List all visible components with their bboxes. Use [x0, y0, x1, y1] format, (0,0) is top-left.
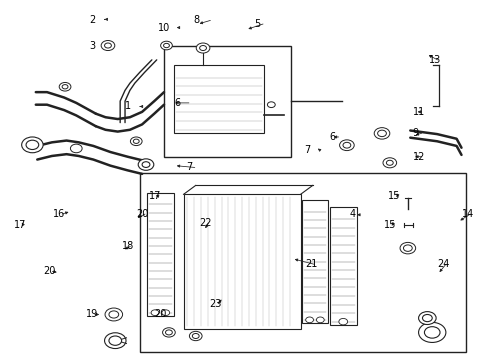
- Text: 17: 17: [149, 191, 162, 201]
- Circle shape: [165, 330, 172, 335]
- Text: 23: 23: [209, 299, 222, 309]
- Text: 7: 7: [185, 162, 192, 172]
- Text: 19: 19: [86, 310, 98, 319]
- Circle shape: [399, 242, 415, 254]
- Bar: [183, 194, 300, 329]
- Text: 4: 4: [348, 209, 355, 219]
- Circle shape: [339, 140, 353, 150]
- Text: 20: 20: [43, 266, 56, 276]
- Circle shape: [104, 43, 111, 48]
- Circle shape: [199, 45, 206, 50]
- Bar: [140, 173, 466, 352]
- Text: 22: 22: [199, 218, 212, 228]
- Bar: [173, 65, 264, 134]
- Text: 15: 15: [383, 220, 395, 230]
- Circle shape: [142, 162, 150, 167]
- Circle shape: [105, 308, 122, 321]
- Circle shape: [133, 139, 139, 143]
- Circle shape: [130, 137, 142, 145]
- Circle shape: [418, 322, 445, 342]
- Text: 18: 18: [122, 241, 134, 251]
- Circle shape: [316, 317, 324, 323]
- Circle shape: [162, 310, 169, 316]
- Circle shape: [267, 102, 275, 108]
- Circle shape: [338, 319, 347, 325]
- Text: 8: 8: [193, 15, 199, 26]
- Circle shape: [305, 317, 313, 323]
- Text: 15: 15: [387, 191, 400, 201]
- Circle shape: [422, 315, 431, 321]
- Circle shape: [21, 137, 43, 153]
- Circle shape: [160, 41, 172, 50]
- Bar: [163, 45, 290, 157]
- Text: 11: 11: [412, 107, 424, 117]
- Text: 6: 6: [329, 132, 335, 142]
- Circle shape: [386, 160, 392, 165]
- Circle shape: [424, 327, 439, 338]
- Circle shape: [151, 310, 159, 316]
- Text: 3: 3: [89, 41, 96, 50]
- Text: 21: 21: [305, 259, 317, 269]
- Circle shape: [189, 331, 202, 341]
- Text: 6: 6: [174, 98, 180, 108]
- Circle shape: [26, 140, 39, 149]
- Text: 20: 20: [154, 310, 166, 319]
- Circle shape: [382, 158, 396, 168]
- Circle shape: [101, 41, 115, 50]
- Circle shape: [373, 128, 389, 139]
- Circle shape: [62, 85, 68, 89]
- Text: 5: 5: [254, 19, 260, 29]
- Bar: [147, 193, 173, 316]
- Text: 16: 16: [53, 209, 65, 219]
- Circle shape: [138, 159, 154, 170]
- Circle shape: [59, 82, 71, 91]
- Text: 12: 12: [412, 152, 424, 162]
- Circle shape: [109, 311, 119, 318]
- Text: 20: 20: [136, 209, 148, 219]
- Text: 2: 2: [89, 15, 96, 26]
- Circle shape: [162, 328, 175, 337]
- Circle shape: [403, 245, 411, 251]
- Text: 1: 1: [125, 102, 131, 112]
- Circle shape: [104, 333, 126, 348]
- Circle shape: [377, 130, 386, 136]
- Bar: [329, 207, 356, 325]
- Text: 13: 13: [428, 55, 440, 65]
- Circle shape: [109, 336, 122, 345]
- Circle shape: [192, 333, 199, 338]
- Bar: [301, 200, 328, 323]
- Text: 24: 24: [436, 259, 448, 269]
- Text: 7: 7: [304, 144, 310, 154]
- Text: 14: 14: [461, 209, 473, 219]
- Circle shape: [70, 144, 82, 153]
- Circle shape: [163, 43, 169, 48]
- Text: 17: 17: [14, 220, 27, 230]
- Text: 10: 10: [158, 23, 170, 33]
- Circle shape: [342, 142, 350, 148]
- Circle shape: [196, 43, 209, 53]
- Text: 9: 9: [412, 129, 418, 138]
- Circle shape: [418, 312, 435, 324]
